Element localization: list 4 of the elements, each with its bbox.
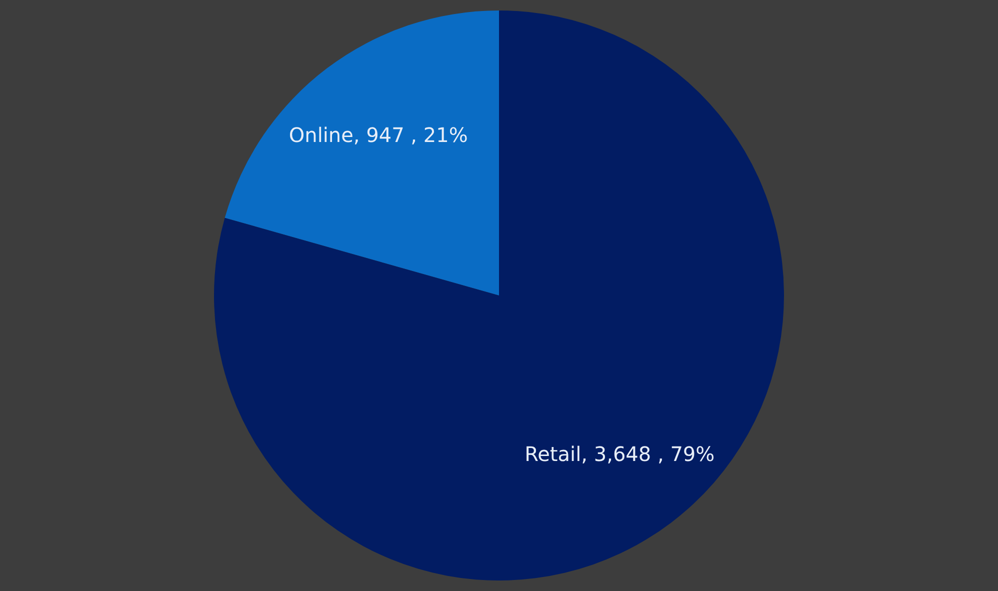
pie-slice — [224, 10, 499, 296]
slice-label: Retail, 3,648 , 79% — [524, 442, 715, 466]
pie-slice — [214, 10, 784, 580]
slice-label: Online, 947 , 21% — [288, 122, 468, 147]
